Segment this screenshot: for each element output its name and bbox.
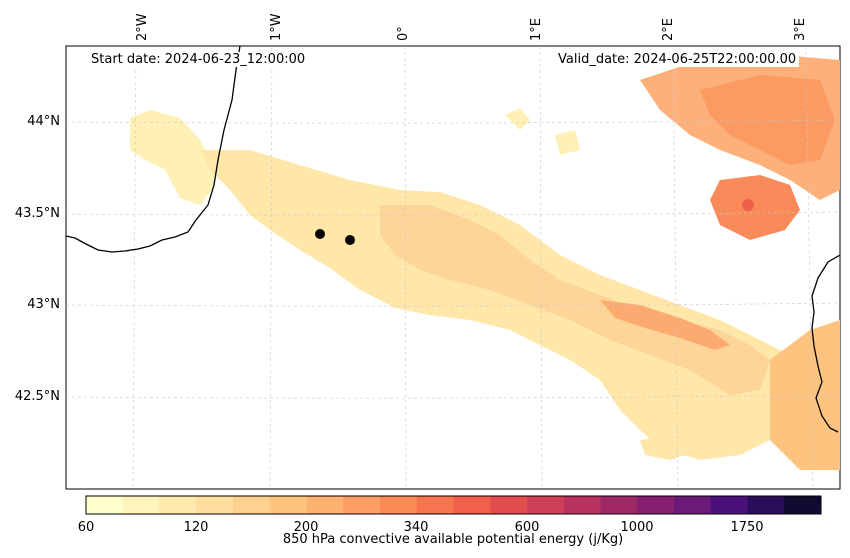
cape-region-s (640, 395, 700, 460)
cape-region-nw (130, 110, 215, 205)
colorbar-swatch (380, 496, 418, 514)
colorbar-frame (85, 495, 822, 515)
marker-point-2 (345, 235, 355, 245)
colorbar-swatch (453, 496, 491, 514)
lon-label-1w: 1°W (269, 13, 284, 41)
cape-region-band (200, 150, 800, 460)
cape-field (130, 55, 840, 470)
cape-region-east (710, 175, 800, 240)
lon-label-2e: 2°E (661, 18, 676, 41)
colorbar-swatch (637, 496, 675, 514)
colorbar-swatch (747, 496, 785, 514)
lon-label-1e: 1°E (529, 18, 544, 41)
colorbar-tick-200: 200 (293, 520, 319, 535)
colorbar-tick-340: 340 (403, 520, 429, 535)
colorbar-swatch (600, 496, 638, 514)
colorbar-swatch (306, 496, 344, 514)
colorbar-swatch (122, 496, 160, 514)
colorbar-swatch (159, 496, 197, 514)
colorbar-swatch (269, 496, 307, 514)
colorbar-tick-600: 600 (514, 520, 540, 535)
colorbar-swatch (784, 496, 822, 514)
colorbar-swatch (233, 496, 271, 514)
lon-label-3e: 3°E (793, 18, 808, 41)
colorbar-swatch (527, 496, 565, 514)
lat-label-44n: 44°N (27, 114, 60, 129)
colorbar-swatch (674, 496, 712, 514)
colorbar-tick-60: 60 (77, 520, 95, 535)
colorbar-swatch (343, 496, 381, 514)
valid-date-annotation: Valid_date: 2024-06-25T22:00:00.00 (555, 52, 800, 67)
colorbar-swatch (710, 496, 748, 514)
cape-region-ne-inner (700, 75, 835, 165)
lon-label-2w: 2°W (135, 13, 150, 41)
start-date-annotation: Start date: 2024-06-23_12:00:00 (88, 52, 309, 67)
cape-region-band-inner (380, 205, 770, 395)
lat-label-42-5n: 42.5°N (14, 389, 60, 404)
lat-label-43n: 43°N (27, 297, 60, 312)
lon-label-0: 0° (396, 26, 411, 41)
cape-region-streak (600, 300, 730, 350)
graticule (66, 46, 840, 489)
marker-point-1 (315, 229, 325, 239)
colorbar-tick-1000: 1000 (620, 520, 654, 535)
cape-region-se (770, 320, 840, 470)
colorbar (86, 496, 822, 514)
coastline (66, 46, 840, 433)
colorbar-swatch (196, 496, 234, 514)
lat-label-43-5n: 43.5°N (14, 206, 60, 221)
cape-region-peak (742, 199, 754, 211)
colorbar-tick-1750: 1750 (730, 520, 764, 535)
colorbar-tick-120: 120 (183, 520, 209, 535)
colorbar-swatch (563, 496, 601, 514)
colorbar-label: 850 hPa convective available potential e… (282, 532, 624, 547)
colorbar-swatch (490, 496, 528, 514)
colorbar-swatch (86, 496, 124, 514)
colorbar-swatch (416, 496, 454, 514)
cape-region-n (505, 108, 580, 155)
